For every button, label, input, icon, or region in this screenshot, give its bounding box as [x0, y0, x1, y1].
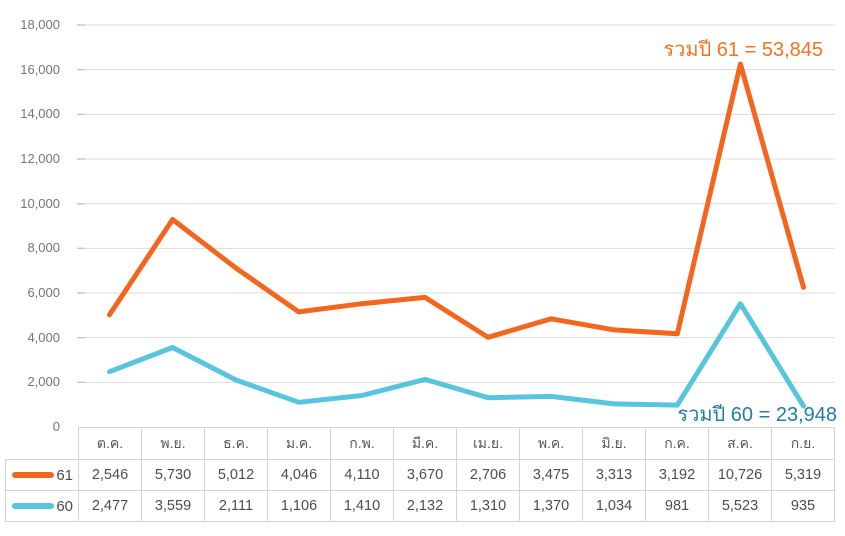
table-cell: 1,034	[582, 490, 646, 522]
y-axis-tick-label: 6,000	[27, 285, 60, 300]
table-header-cell: ธ.ค.	[204, 427, 268, 460]
legend-label-61: 61	[56, 466, 73, 484]
table-cell: 4,110	[330, 459, 394, 491]
table-cell: 3,670	[393, 459, 457, 491]
y-axis-tick-label: 16,000	[20, 61, 60, 77]
table-header-cell: มี.ค.	[393, 427, 457, 460]
legend-cell-61: 61	[5, 459, 79, 491]
legend-cell-60: 60	[5, 490, 79, 522]
table-header-cell: ก.พ.	[330, 427, 394, 460]
table-corner-cell	[6, 428, 79, 460]
table-cell: 2,546	[78, 459, 142, 491]
table-cell: 2,477	[78, 490, 142, 522]
y-axis-tick-label: 18,000	[20, 17, 60, 32]
y-axis-tick-label: 14,000	[20, 106, 60, 122]
table-cell: 3,313	[582, 459, 646, 491]
table-header-cell: ต.ค.	[78, 427, 142, 460]
table-cell: 1,410	[330, 490, 394, 522]
table-cell: 2,132	[393, 490, 457, 522]
table-header-cell: มิ.ย.	[582, 427, 646, 460]
legend-swatch-60	[12, 503, 55, 509]
table-header-cell: ก.ย.	[771, 427, 835, 460]
table-cell: 5,319	[771, 459, 835, 491]
y-axis-tick-label: 8,000	[27, 240, 60, 256]
table-cell: 2,706	[456, 459, 520, 491]
table-header-cell: ส.ค.	[708, 427, 772, 460]
table-cell: 5,012	[204, 459, 268, 491]
y-axis-tick-label: 10,000	[20, 195, 60, 211]
table-cell: 5,523	[708, 490, 772, 522]
table-cell: 3,475	[519, 459, 583, 491]
series-61-line	[107, 61, 806, 340]
data-table: ต.ค. พ.ย. ธ.ค. ม.ค. ก.พ. มี.ค. เม.ย. พ.ค. มิ.ย. ก…	[5, 427, 835, 522]
table-cell: 1,310	[456, 490, 520, 522]
table-cell: 1,106	[267, 490, 331, 522]
table-cell: 3,559	[141, 490, 205, 522]
line-chart-plot	[77, 24, 835, 409]
table-cell: 1,370	[519, 490, 583, 522]
annotation-total-61: รวมปี 61 = 53,845	[663, 39, 823, 61]
table-header-cell: พ.ค.	[519, 427, 583, 460]
table-header-row: ต.ค. พ.ย. ธ.ค. ม.ค. ก.พ. มี.ค. เม.ย. พ.ค. มิ.ย. ก…	[6, 427, 835, 460]
table-header-cell: พ.ย.	[141, 427, 205, 460]
table-cell: 4,046	[267, 459, 331, 491]
table-header-cell: ก.ค.	[645, 427, 709, 460]
series-60-line	[107, 301, 806, 409]
y-axis-tick-label: 0	[52, 419, 60, 434]
annotation-total-60: รวมปี 60 = 23,948	[677, 404, 837, 426]
table-cell: 10,726	[708, 459, 772, 491]
y-axis-tick-label: 2,000	[27, 374, 60, 390]
legend-swatch-61	[12, 472, 55, 478]
table-cell: 3,192	[645, 459, 709, 491]
table-cell: 5,730	[141, 459, 205, 491]
table-cell: 2,111	[204, 490, 268, 522]
legend-label-60: 60	[56, 497, 73, 515]
table-row-61: 61 2,546 5,730 5,012 4,046 4,110 3,670 2,706 3,4…	[5, 459, 835, 491]
y-axis-tick-label: 12,000	[20, 151, 60, 166]
table-cell: 981	[645, 490, 709, 522]
table-header-cell: ม.ค.	[267, 427, 331, 460]
table-header-cell: เม.ย.	[456, 427, 520, 460]
table-cell: 935	[771, 490, 835, 522]
table-row-60: 60 2,477 3,559 2,111 1,106 1,410 2,132 1,310 1,3…	[5, 490, 835, 522]
y-axis-tick-label: 4,000	[27, 329, 60, 345]
